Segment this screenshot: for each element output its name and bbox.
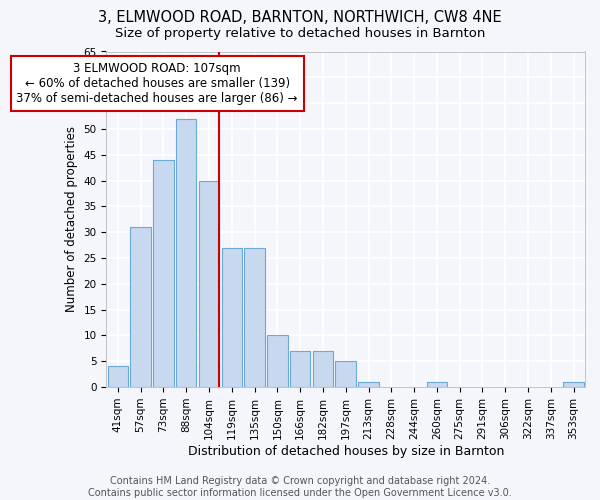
Y-axis label: Number of detached properties: Number of detached properties [65, 126, 78, 312]
Bar [176, 118, 196, 387]
Bar [358, 382, 379, 387]
Bar [267, 336, 287, 387]
Bar [130, 227, 151, 387]
Bar [313, 351, 333, 387]
Bar [244, 248, 265, 387]
Text: 3 ELMWOOD ROAD: 107sqm
← 60% of detached houses are smaller (139)
37% of semi-de: 3 ELMWOOD ROAD: 107sqm ← 60% of detached… [16, 62, 298, 105]
Bar [335, 362, 356, 387]
Text: Contains HM Land Registry data © Crown copyright and database right 2024.
Contai: Contains HM Land Registry data © Crown c… [88, 476, 512, 498]
Bar [199, 180, 219, 387]
Bar [427, 382, 447, 387]
X-axis label: Distribution of detached houses by size in Barnton: Distribution of detached houses by size … [188, 444, 504, 458]
Bar [153, 160, 174, 387]
Bar [107, 366, 128, 387]
Text: 3, ELMWOOD ROAD, BARNTON, NORTHWICH, CW8 4NE: 3, ELMWOOD ROAD, BARNTON, NORTHWICH, CW8… [98, 10, 502, 25]
Bar [290, 351, 310, 387]
Bar [563, 382, 584, 387]
Text: Size of property relative to detached houses in Barnton: Size of property relative to detached ho… [115, 28, 485, 40]
Bar [221, 248, 242, 387]
